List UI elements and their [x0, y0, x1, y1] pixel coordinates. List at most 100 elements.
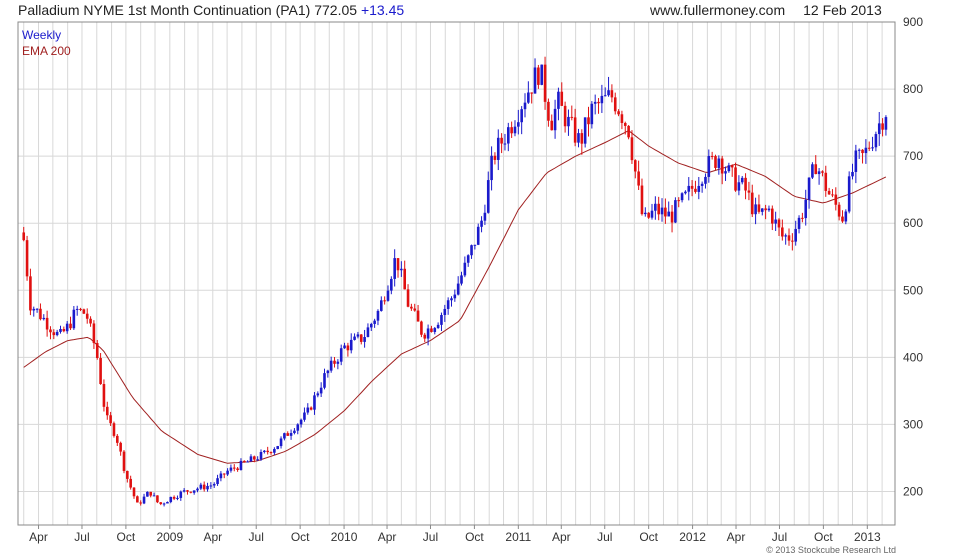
candle-up — [146, 491, 149, 497]
candle-body — [162, 503, 166, 505]
candle-up — [473, 244, 477, 250]
candle-body — [206, 485, 209, 490]
candle-down — [413, 303, 417, 312]
candle-body — [644, 212, 647, 215]
candle-body — [306, 407, 310, 413]
candle-down — [92, 320, 96, 349]
candle-up — [209, 482, 213, 490]
candle-body — [339, 348, 343, 362]
candle-body — [32, 308, 36, 311]
candle-up — [199, 482, 203, 491]
candle-body — [824, 172, 828, 191]
candle-down — [580, 129, 584, 155]
candle-body — [69, 323, 72, 329]
candle-up — [697, 176, 701, 200]
candle-body — [570, 116, 574, 118]
candle-down — [750, 184, 754, 218]
candle-body — [29, 276, 32, 311]
candle-down — [664, 198, 667, 224]
candle-body — [811, 164, 814, 178]
candle-up — [59, 325, 62, 334]
candle-body — [222, 473, 226, 475]
candle-down — [543, 56, 547, 110]
x-tick-label: Oct — [814, 530, 833, 544]
candle-body — [232, 467, 236, 469]
x-tick-label: 2012 — [679, 530, 706, 544]
ema-200-line — [23, 130, 887, 464]
candle-up — [426, 324, 430, 346]
candle-up — [567, 109, 570, 136]
candle-body — [62, 328, 66, 332]
candle-body — [333, 360, 336, 364]
candle-body — [567, 116, 570, 127]
candle-up — [517, 109, 520, 135]
y-tick-label: 500 — [903, 283, 923, 297]
candle-body — [496, 137, 500, 160]
candle-down — [801, 212, 804, 223]
x-tick-label: Jul — [249, 530, 264, 544]
candle-body — [363, 337, 366, 342]
candle-down — [633, 159, 637, 179]
candle-body — [844, 211, 848, 222]
candle-body — [229, 467, 233, 471]
candle-body — [426, 328, 430, 339]
candle-body — [263, 450, 266, 453]
candle-body — [664, 207, 667, 217]
candle-down — [236, 466, 239, 472]
candle-down — [560, 82, 564, 107]
candle-down — [573, 108, 577, 147]
candle-up — [704, 173, 707, 189]
candle-down — [637, 160, 640, 190]
candle-down — [613, 92, 617, 115]
candle-up — [326, 369, 330, 378]
candle-body — [737, 182, 741, 191]
candle-down — [39, 303, 42, 321]
candle-body — [527, 92, 530, 103]
candle-body — [179, 491, 183, 498]
candle-body — [760, 208, 764, 212]
candle-up — [480, 216, 483, 233]
candle-up — [807, 177, 811, 209]
candle-body — [550, 120, 554, 131]
chart-source-line: www.fullermoney.com 12 Feb 2013 — [650, 2, 882, 18]
candle-down — [423, 332, 427, 343]
candle-up — [239, 458, 243, 471]
candle-down — [821, 170, 824, 177]
candle-up — [654, 196, 657, 220]
candle-body — [386, 290, 390, 301]
candle-body — [503, 143, 507, 145]
candle-down — [617, 109, 620, 117]
candle-body — [460, 275, 463, 284]
candle-body — [446, 300, 450, 309]
candle-body — [410, 306, 413, 309]
candle-up — [874, 131, 878, 152]
candle-body — [296, 424, 300, 431]
candle-up — [533, 58, 537, 94]
candle-down — [787, 228, 791, 246]
candle-down — [867, 141, 871, 152]
y-tick-label: 700 — [903, 149, 923, 163]
candle-up — [513, 120, 517, 137]
candle-body — [49, 329, 52, 333]
candle-body — [329, 360, 333, 371]
candle-body — [861, 149, 864, 154]
candle-body — [35, 308, 39, 310]
candle-body — [266, 450, 269, 453]
candle-up — [343, 342, 346, 349]
candle-body — [199, 484, 203, 489]
candle-body — [730, 165, 734, 168]
candle-up — [279, 436, 283, 449]
candle-body — [42, 317, 46, 320]
candle-up — [356, 331, 360, 339]
candle-body — [841, 216, 844, 222]
candle-up — [590, 101, 594, 129]
candle-body — [416, 310, 420, 322]
candle-down — [670, 205, 674, 233]
candle-body — [256, 459, 259, 461]
candle-down — [831, 189, 834, 198]
source-url[interactable]: www.fullermoney.com — [650, 2, 786, 18]
candle-body — [877, 123, 881, 135]
candle-down — [159, 502, 163, 506]
candle-body — [430, 328, 433, 332]
grid-lines — [18, 21, 895, 525]
